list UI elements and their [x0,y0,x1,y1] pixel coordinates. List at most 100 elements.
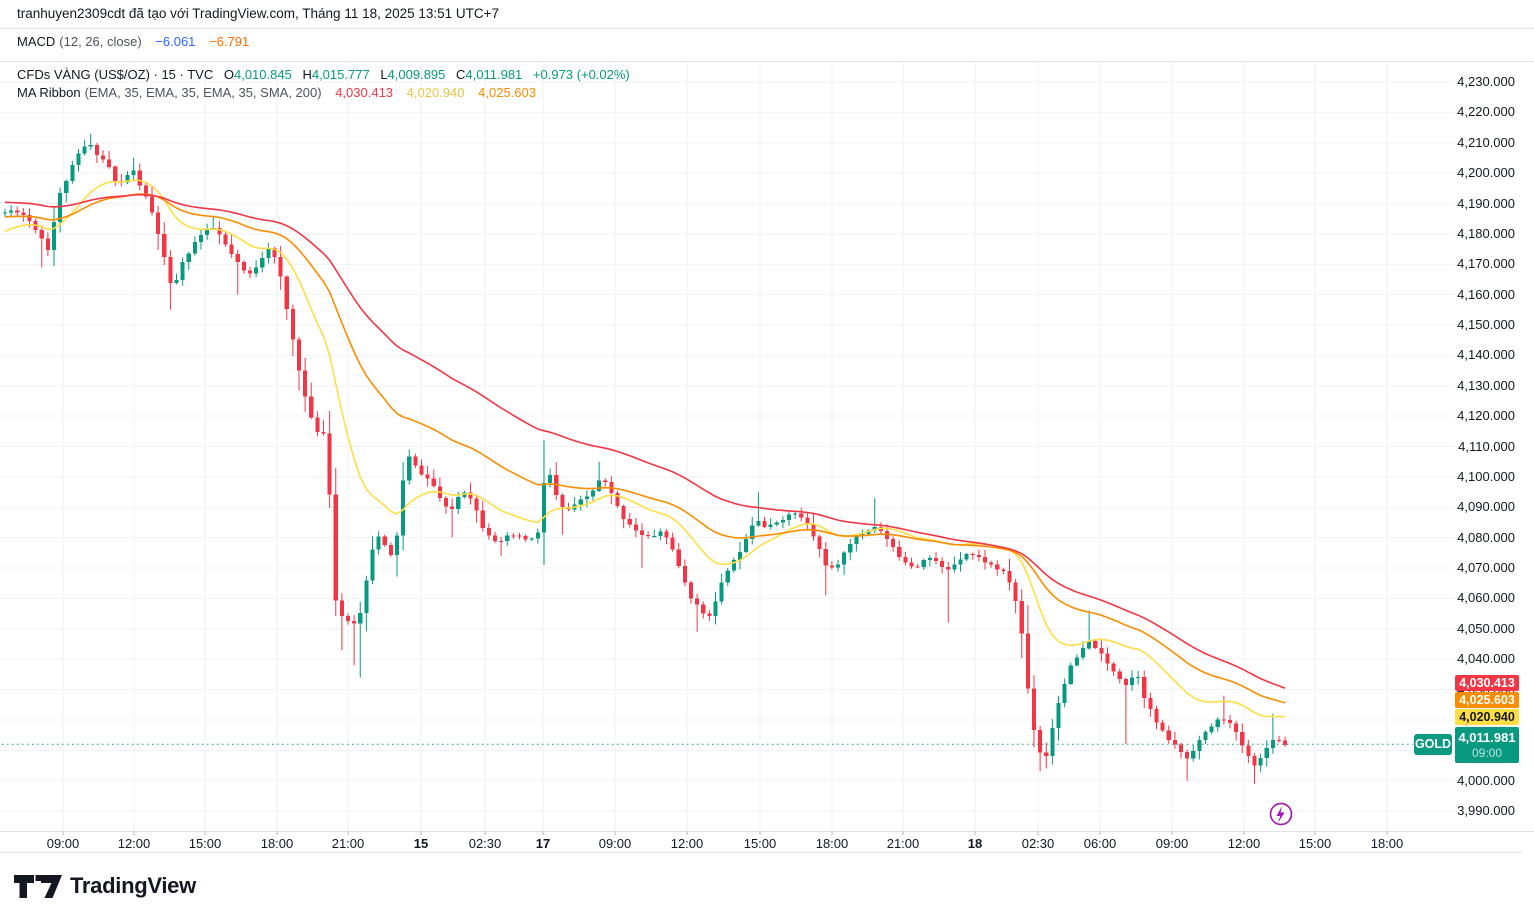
last-price-value: 4,011.981 [1458,730,1516,745]
candle [309,382,314,420]
candle-body [419,465,424,475]
candle-body [174,280,179,284]
candle [891,536,896,552]
price-tick-label: 4,190.000 [1457,195,1515,211]
price-tick-label: 4,060.000 [1457,590,1515,606]
candle-body [805,517,810,525]
time-tick-label: 15 [413,836,429,851]
candle-body [425,474,430,479]
candle-body [633,524,638,531]
candle-body [113,166,118,182]
candle [223,232,228,247]
candle [499,537,504,556]
candle-body [260,258,265,268]
candle-body [309,396,314,418]
candle [100,150,106,163]
time-tick-label: 15:00 [1298,836,1332,851]
candle-body [1129,677,1135,686]
candle [443,496,449,514]
candle-body [768,524,773,528]
high-value: 4,015.777 [311,67,370,82]
candle-body [198,235,204,242]
candle-body [695,598,700,605]
candle [174,273,179,285]
flash-icon[interactable] [1269,802,1293,826]
candle [474,494,479,523]
time-tick-label: 09:00 [1155,836,1189,851]
ma-ribbon-legend[interactable]: MA Ribbon (EMA, 35, EMA, 35, EMA, 35, SMA… [17,85,536,100]
candle [21,208,26,222]
candle-body [1191,751,1196,759]
candle-body [82,146,87,154]
candle-body [413,456,418,466]
candle [9,205,14,217]
candle [799,507,804,522]
candle-body [370,549,375,581]
symbol-legend[interactable]: CFDs VÀNG (US$/OZ) · 15 · TVC O4,010.845… [17,67,630,82]
candle [211,215,216,231]
ma-line-ema35b [4,193,1286,704]
candle-body [946,566,951,570]
ma-line-sma200 [4,193,1286,689]
candle-body [780,520,785,523]
candle-body [266,247,271,258]
candle-body [1240,732,1245,746]
candle-body [1105,653,1110,664]
price-tick-label: 4,170.000 [1457,256,1515,272]
candle-body [333,494,338,601]
candle-body [1001,569,1006,571]
tradingview-logo[interactable]: TradingView [14,873,196,899]
candle [425,466,430,487]
last-price-tag: 4,011.981 09:00 [1455,727,1519,763]
candle [1166,725,1171,744]
macd-legend[interactable]: MACD (12, 26, close) −6.061 −6.791 [17,34,249,49]
candle-body [719,582,724,602]
candle [952,556,957,573]
candle-body [186,253,191,262]
candle-body [339,600,344,617]
candle-body [364,580,369,613]
candle [82,139,87,156]
candle-body [964,553,969,560]
candle-body [817,536,822,549]
candle [927,555,932,567]
candle-body [750,525,755,540]
candle-body [223,234,228,245]
candle [707,609,712,621]
candle-body [505,535,510,542]
attribution-text: tranhuyen2309cdt đã tạo với TradingView.… [17,6,500,21]
candle-body [407,456,412,481]
candle-body [382,536,387,545]
candle [817,534,822,558]
candle-body [217,228,222,235]
candle-body [897,546,902,558]
candle [1172,731,1177,749]
candle [1087,610,1092,650]
price-tick-label: 4,230.000 [1457,74,1515,89]
candle [113,165,118,186]
candle [1111,661,1116,676]
candle [1185,749,1190,781]
candle [235,249,240,295]
candle [811,512,816,541]
price-tick-label: 4,210.000 [1457,134,1515,150]
candle [872,498,877,533]
candle [529,537,534,542]
candle-body [511,535,516,537]
candle-body [737,552,743,561]
candle [107,151,112,169]
ma-yellow-value: 4,020.940 [406,85,465,100]
candle [572,497,577,512]
candle-body [1080,648,1086,658]
time-tick-label: 09:00 [46,836,80,851]
low-value: 4,009.895 [387,67,446,82]
time-tick-label: 12:00 [117,836,151,851]
price-tick-label: 3,990.000 [1457,803,1515,818]
time-tick-label: 06:00 [1083,836,1117,851]
candle-body [1252,755,1257,766]
candle [1099,639,1104,662]
candle-body [1283,740,1288,745]
candle-body [321,432,326,434]
candle-body [1025,633,1030,689]
